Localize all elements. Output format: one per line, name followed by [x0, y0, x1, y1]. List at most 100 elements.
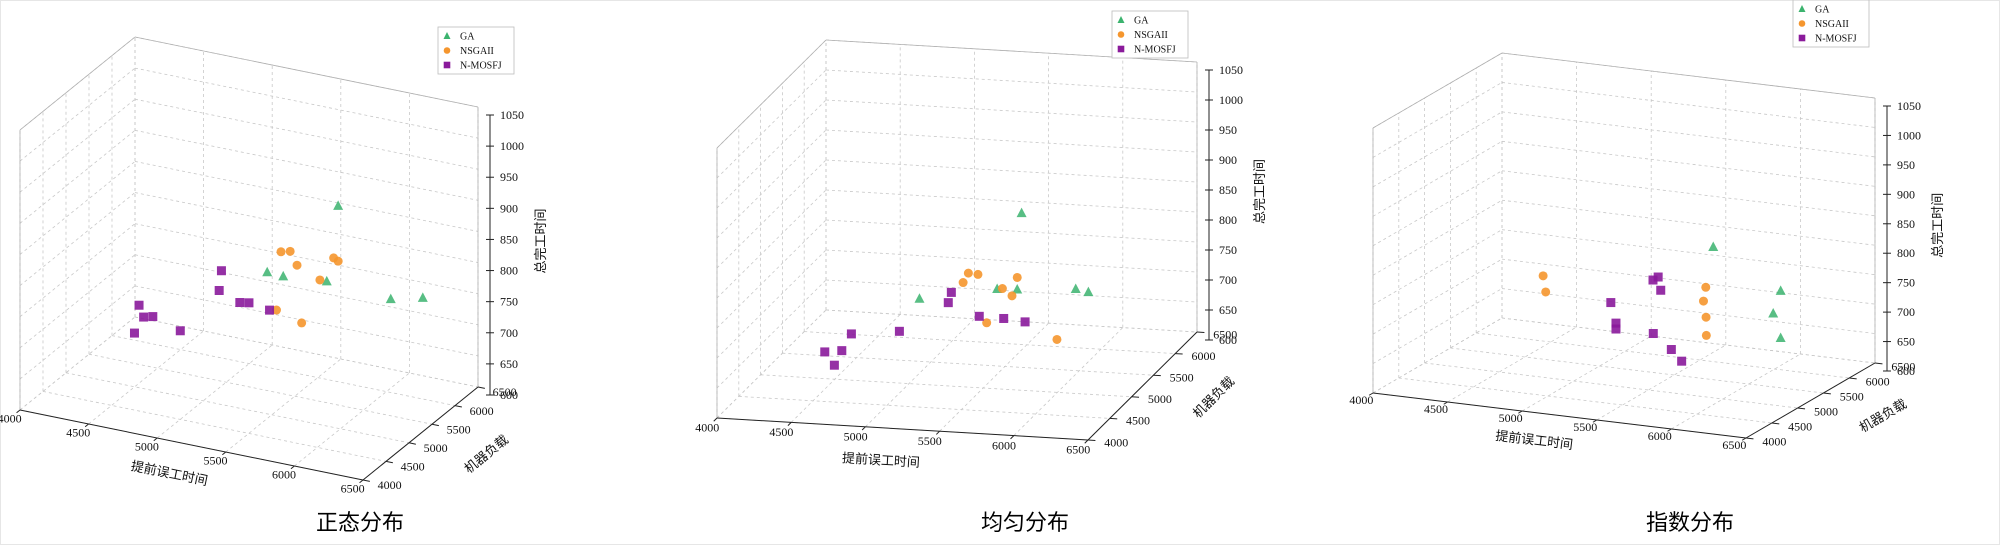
y-tick-mark	[1823, 392, 1831, 395]
floor-gridline	[1398, 377, 1772, 424]
x-tick-label: 4000	[1349, 393, 1373, 407]
z-tick-label: 650	[1897, 335, 1915, 349]
ga-point	[333, 200, 344, 210]
z-tick-label: 600	[1219, 333, 1237, 347]
ga-point	[1012, 283, 1023, 294]
floor-gridline	[88, 353, 433, 425]
ga-point	[321, 275, 332, 286]
chart-panel-1: 4000 4500 5000 5500 6000 6500 4000 4500 5000 5500…	[0, 26, 549, 536]
floor-gridline	[88, 330, 204, 425]
legend-box	[1111, 10, 1189, 59]
backwall-gridline	[1501, 140, 1876, 187]
backwall-gridline	[825, 309, 1198, 333]
z-tick-label: 650	[500, 357, 518, 371]
floor-gridline	[1447, 326, 1577, 403]
x-tick-mark	[1443, 401, 1448, 405]
x-tick-label: 4500	[66, 425, 90, 439]
nsgaii-point	[1701, 330, 1711, 340]
nsgaii-point	[329, 253, 339, 263]
floor-gridline	[1424, 362, 1798, 409]
y-tick-label: 4500	[1126, 414, 1150, 428]
legend-nsgaii-icon	[1798, 20, 1806, 27]
x-tick-mark	[935, 430, 940, 435]
y-tick-label: 6500	[1891, 360, 1915, 374]
legend-box	[437, 26, 515, 75]
n-mosfj-point	[175, 326, 185, 336]
floor-gridline	[156, 344, 273, 439]
pane-edge	[134, 36, 479, 108]
y-tick-mark	[385, 460, 393, 464]
z-tick-label: 950	[1219, 123, 1237, 137]
n-mosfj-point	[999, 313, 1009, 323]
y-tick-label: 6500	[1213, 327, 1237, 341]
backwall-gridline	[825, 219, 1198, 243]
y-tick-mark	[1874, 362, 1883, 365]
chart-panel-2: 4000 4500 5000 5500 6000 6500 4000 4500 5000 5500…	[695, 10, 1268, 536]
n-mosfj-point	[846, 329, 856, 339]
x-tick-label: 5500	[1573, 420, 1597, 434]
x-tick-mark	[1518, 410, 1523, 414]
x-tick-mark	[222, 451, 227, 456]
x-tick-label: 4000	[0, 411, 22, 425]
floor-gridline	[782, 352, 1154, 376]
legend-label: N-MOSFJ	[460, 61, 502, 72]
n-mosfj-point	[129, 328, 139, 338]
n-mosfj-point	[216, 266, 226, 276]
legend-n-mosfj-icon	[1798, 34, 1806, 42]
sidewall-gridline	[19, 98, 136, 193]
floor-gridline	[42, 391, 387, 462]
sidewall-gridline	[716, 69, 827, 179]
sidewall-gridline	[716, 309, 827, 419]
x-tick-label: 5500	[918, 434, 942, 448]
backwall-gridline	[825, 99, 1198, 123]
z-tick-label: 850	[1897, 217, 1915, 231]
y-tick-mark	[1849, 377, 1857, 380]
x-tick-mark	[861, 426, 866, 431]
n-mosfj-point	[1606, 298, 1616, 308]
sidewall-gridline	[19, 130, 136, 224]
x-axis-line	[19, 409, 364, 481]
y-tick-mark	[362, 479, 370, 482]
z-tick-label: 600	[1897, 364, 1915, 378]
nsgaii-point	[1701, 282, 1711, 292]
nsgaii-point	[1052, 334, 1062, 344]
y-axis-title: 机器负载	[462, 433, 512, 477]
nsgaii-point	[973, 269, 983, 279]
x-tick-label: 6500	[1722, 438, 1746, 452]
n-mosfj-point	[1611, 324, 1621, 334]
floor-gridline	[939, 322, 1049, 432]
x-tick-mark	[1741, 437, 1747, 441]
y-tick-label: 4000	[378, 478, 402, 492]
nsgaii-point	[958, 278, 968, 288]
ga-point	[1775, 285, 1786, 295]
x-axis-title: 提前误工时间	[842, 450, 921, 471]
n-mosfj-point	[1653, 272, 1663, 282]
panel-caption: 指数分布	[1646, 511, 1734, 536]
y-tick-label: 5500	[1840, 390, 1864, 404]
sidewall-gridline	[716, 249, 827, 359]
nsgaii-point	[1538, 271, 1548, 281]
backwall-gridline	[825, 129, 1198, 153]
sidewall-gridline	[19, 223, 136, 317]
legend-label: NSGAII	[460, 46, 494, 57]
x-tick-label: 5000	[135, 439, 159, 453]
y-tick-label: 5500	[447, 422, 471, 436]
y-tick-label: 6000	[1866, 375, 1890, 389]
n-mosfj-point	[148, 312, 158, 322]
y-tick-label: 5000	[1814, 405, 1838, 419]
floor-gridline	[225, 358, 342, 453]
legend-label: NSGAII	[1815, 19, 1849, 30]
n-mosfj-point	[829, 360, 839, 370]
legend-nsgaii-icon	[1117, 31, 1125, 38]
z-tick-label: 900	[1897, 187, 1915, 201]
x-tick-label: 4000	[695, 421, 719, 435]
sidewall-gridline	[1372, 288, 1503, 364]
y-axis-line	[1087, 331, 1198, 441]
legend-ga-icon	[1798, 5, 1806, 12]
legend-n-mosfj-icon	[1117, 45, 1125, 53]
x-tick-mark	[153, 437, 158, 442]
x-tick-label: 4500	[1424, 402, 1448, 416]
y-tick-label: 6500	[493, 385, 517, 399]
z-tick-label: 750	[1897, 276, 1915, 290]
floor-gridline	[1476, 332, 1850, 379]
